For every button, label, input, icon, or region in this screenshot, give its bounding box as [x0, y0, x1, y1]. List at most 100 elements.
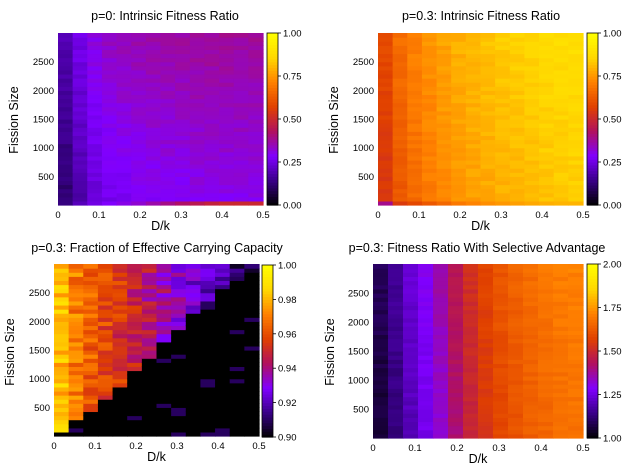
heatmap-cell — [508, 284, 524, 290]
heatmap-cell — [145, 123, 162, 128]
heatmap-cell — [568, 346, 584, 352]
heatmap-cell — [131, 61, 147, 67]
heatmap-cell — [112, 350, 128, 355]
heatmap-cell — [451, 86, 467, 91]
heatmap-cell — [448, 359, 464, 365]
heatmap-cell — [244, 292, 260, 298]
colorbar-segment — [262, 279, 273, 283]
heatmap-cell — [407, 69, 423, 75]
heatmap-cell — [233, 49, 249, 55]
heatmap-cell — [215, 395, 231, 400]
heatmap-cell — [568, 61, 584, 67]
heatmap-cell — [508, 338, 524, 344]
heatmap-cell — [568, 359, 584, 365]
heatmap-cell — [524, 168, 540, 173]
colorbar-segment — [587, 394, 598, 398]
heatmap-cell — [495, 33, 511, 38]
heatmap-cell — [463, 288, 479, 294]
heatmap-cell — [448, 413, 464, 418]
heatmap-cell — [145, 78, 162, 83]
colorbar-segment — [267, 70, 278, 74]
heatmap-cell — [451, 196, 467, 202]
heatmap-cell — [189, 143, 206, 149]
heatmap-cell — [83, 296, 99, 302]
heatmap-cell — [568, 380, 584, 385]
heatmap-cell — [509, 139, 526, 145]
heatmap-cell — [54, 341, 70, 347]
heatmap-cell — [568, 57, 584, 63]
heatmap-cell — [83, 415, 99, 421]
heatmap-cell — [495, 110, 511, 116]
heatmap-cell — [185, 350, 202, 355]
colorbar-segment — [587, 348, 598, 352]
heatmap-cell — [421, 65, 438, 71]
heatmap-cell — [378, 147, 394, 153]
heatmap-cell — [538, 433, 554, 439]
heatmap-cell — [465, 98, 482, 104]
heatmap-cell — [421, 200, 438, 206]
heatmap-cell — [200, 280, 216, 286]
heatmap-cell — [156, 329, 172, 335]
heatmap-cell — [116, 110, 132, 116]
heatmap-cell — [68, 403, 84, 408]
heatmap-cell — [131, 196, 147, 202]
heatmap-cell — [145, 184, 162, 190]
x-axis-label: D/k — [147, 450, 167, 464]
heatmap-cell — [72, 53, 88, 59]
heatmap-cell — [112, 386, 128, 392]
heatmap-cell — [465, 155, 482, 161]
heatmap-cell — [451, 192, 467, 198]
heatmap-cell — [421, 41, 438, 46]
heatmap-cell — [418, 301, 434, 307]
heatmap-cell — [145, 82, 162, 87]
heatmap-cell — [553, 342, 569, 348]
heatmap-cell — [568, 78, 584, 83]
colorbar-segment — [587, 162, 598, 166]
heatmap-cell — [451, 151, 467, 157]
heatmap-cell — [185, 300, 202, 306]
colorbar-segment — [587, 432, 598, 436]
heatmap-cell — [448, 305, 464, 311]
heatmap-cell — [185, 407, 202, 413]
heatmap-cell — [175, 123, 191, 128]
heatmap-cell — [553, 61, 569, 67]
colorbar-segment — [587, 368, 598, 372]
heatmap-cell — [418, 433, 434, 439]
heatmap-cell — [244, 296, 260, 302]
heatmap-cell — [101, 188, 118, 194]
heatmap-cell — [160, 119, 176, 124]
heatmap-cell — [524, 61, 540, 67]
heatmap-cell — [200, 341, 216, 347]
heatmap-cell — [451, 127, 467, 132]
heatmap-cell — [68, 280, 84, 286]
heatmap-cell — [388, 276, 404, 282]
heatmap-cell — [508, 380, 524, 385]
heatmap-cell — [160, 33, 176, 38]
heatmap-cell — [568, 82, 584, 87]
heatmap-cell — [248, 180, 264, 186]
heatmap-cell — [54, 395, 70, 400]
heatmap-cell — [509, 57, 526, 63]
heatmap-cell — [539, 82, 555, 87]
heatmap-cell — [229, 304, 245, 310]
colorbar-segment — [587, 374, 598, 378]
heatmap-cell — [524, 45, 540, 50]
heatmap-cell — [436, 155, 452, 161]
heatmap-cell — [87, 98, 103, 104]
heatmap-cell — [87, 69, 103, 75]
heatmap-cell — [451, 69, 467, 75]
heatmap-cell — [68, 321, 84, 327]
colorbar-segment — [262, 362, 273, 366]
heatmap-cell — [131, 106, 147, 112]
heatmap-cell — [523, 297, 539, 302]
heatmap-cell — [524, 110, 540, 116]
heatmap-cell — [480, 94, 496, 100]
heatmap-cell — [480, 86, 496, 91]
colorbar-segment — [587, 266, 598, 271]
heatmap-cell — [448, 400, 464, 406]
heatmap-cell — [478, 429, 494, 435]
heatmap-cell — [248, 159, 264, 165]
heatmap-cell — [248, 41, 264, 46]
heatmap-cell — [215, 431, 231, 437]
heatmap-cell — [373, 367, 389, 373]
